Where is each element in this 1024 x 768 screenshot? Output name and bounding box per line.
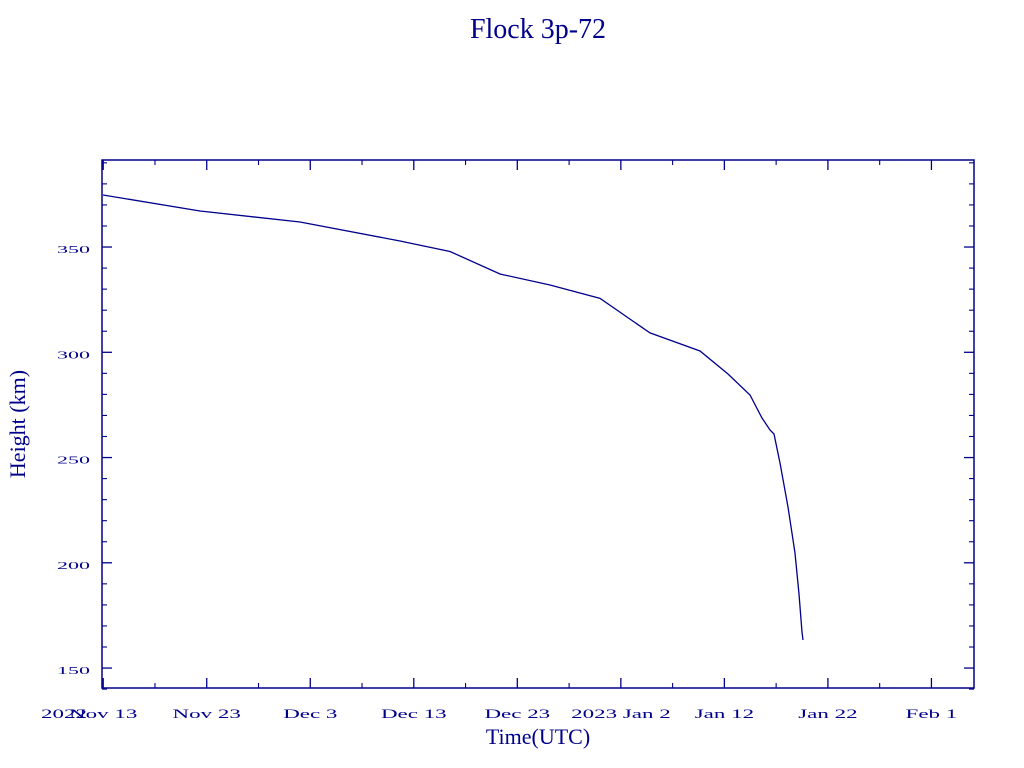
- svg-text:2023 Jan 2: 2023 Jan 2: [571, 707, 671, 722]
- svg-text:300: 300: [57, 349, 90, 361]
- svg-text:Feb 1: Feb 1: [906, 707, 958, 722]
- svg-text:200: 200: [57, 559, 90, 571]
- svg-text:250: 250: [57, 454, 90, 466]
- svg-text:350: 350: [57, 244, 90, 256]
- svg-text:Jan 12: Jan 12: [695, 707, 754, 722]
- svg-text:Dec 3: Dec 3: [283, 707, 337, 722]
- svg-text:150: 150: [57, 665, 90, 677]
- svg-text:Nov 23: Nov 23: [173, 707, 241, 722]
- svg-text:Jan 22: Jan 22: [798, 707, 857, 722]
- svg-text:Dec 13: Dec 13: [381, 707, 447, 722]
- svg-text:Dec 23: Dec 23: [484, 707, 550, 722]
- svg-text:2022: 2022: [41, 707, 87, 722]
